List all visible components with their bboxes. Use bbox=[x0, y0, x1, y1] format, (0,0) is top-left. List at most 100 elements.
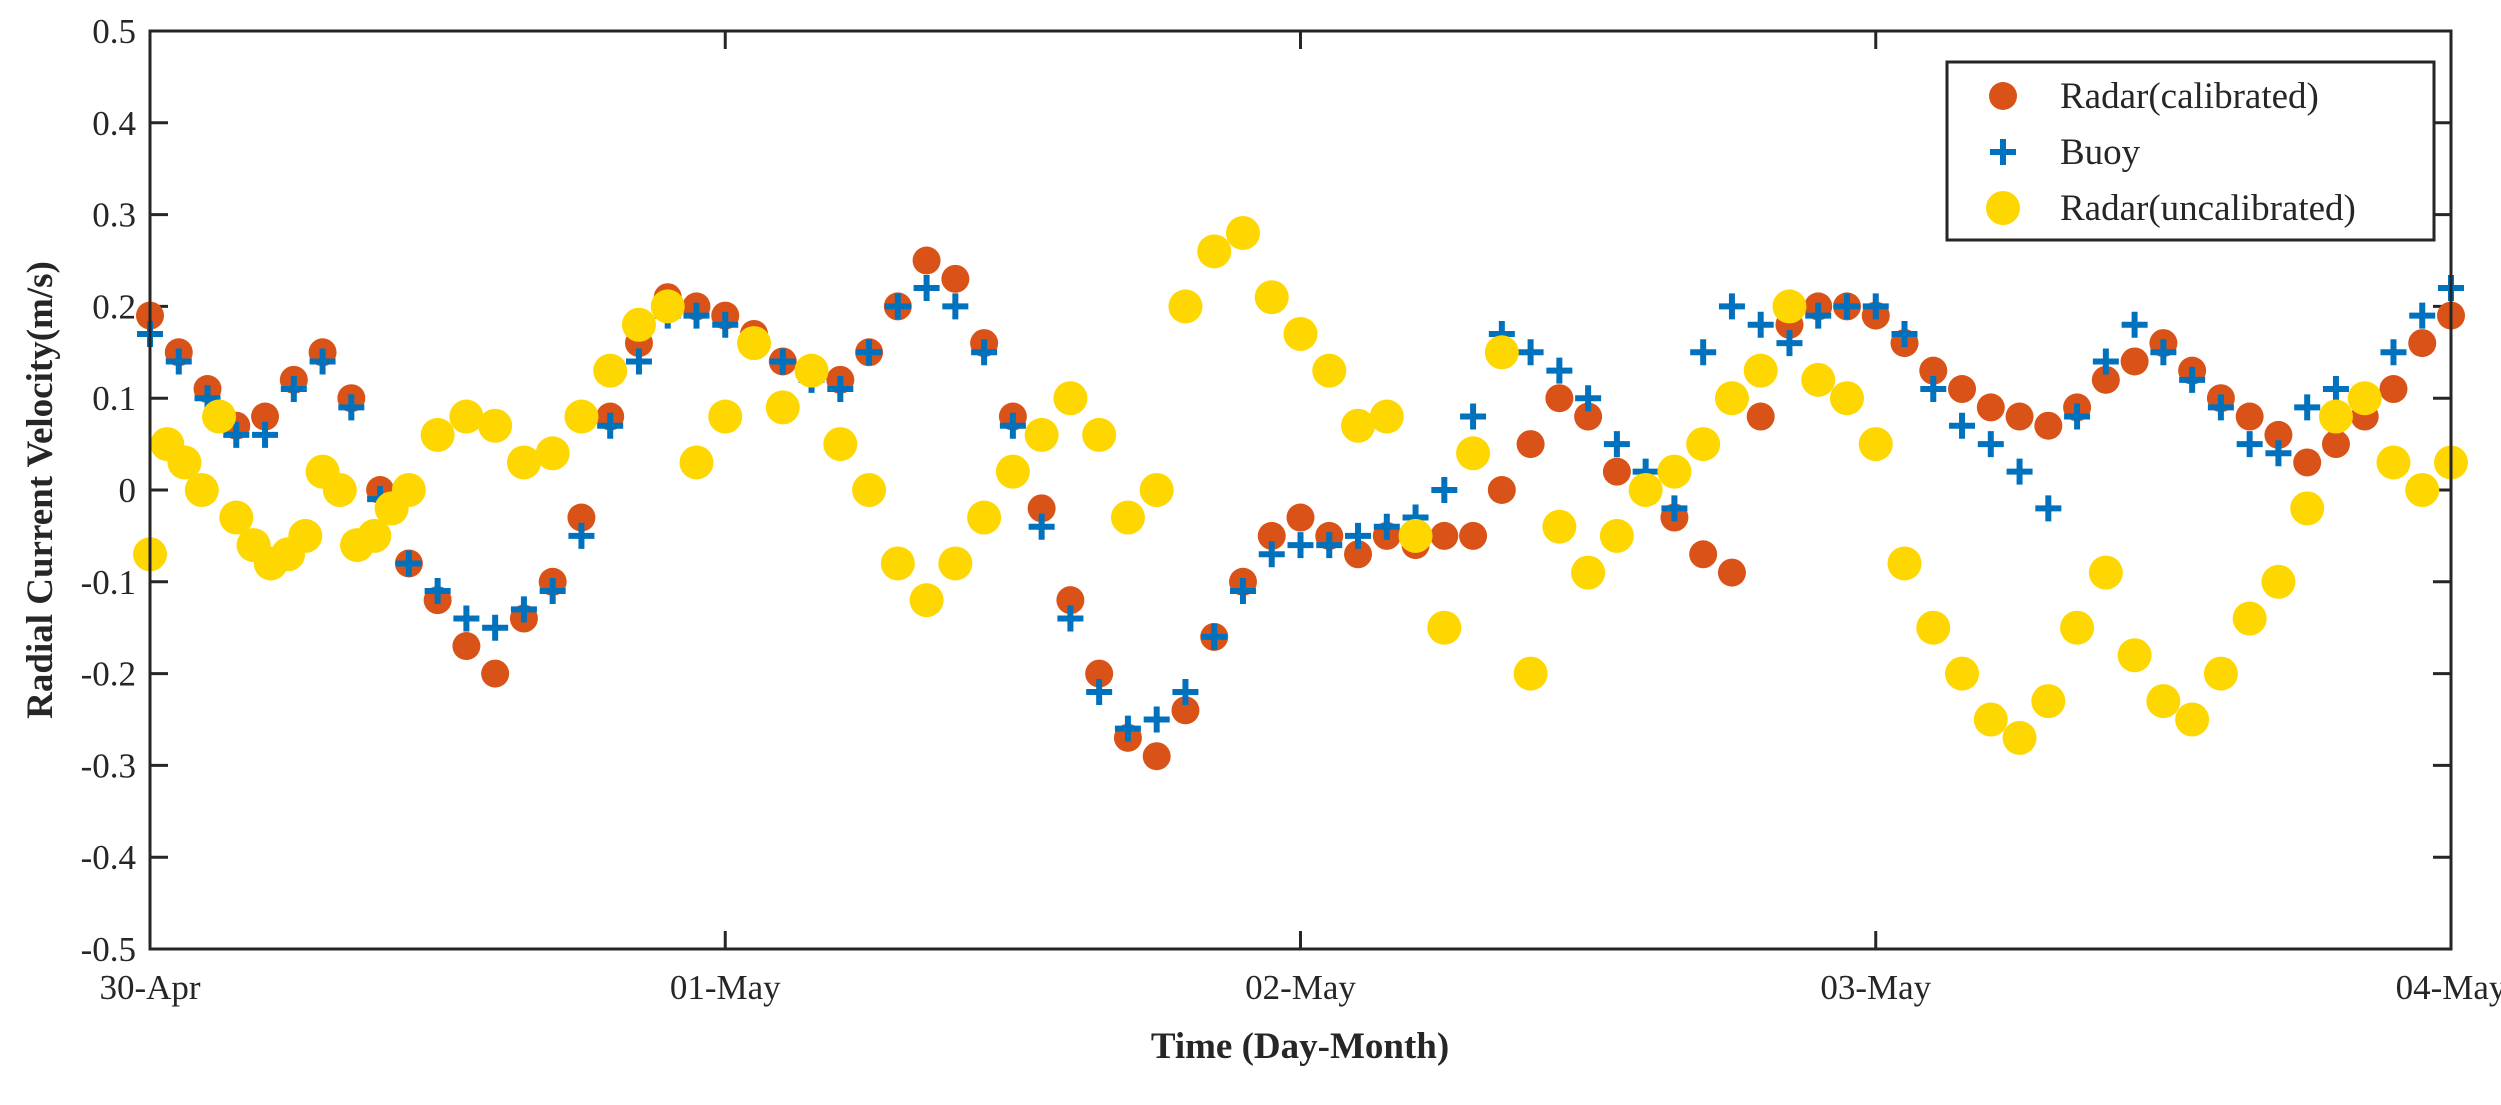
data-point bbox=[967, 500, 1002, 535]
data-point bbox=[2034, 411, 2063, 440]
legend-marker bbox=[1990, 139, 2016, 165]
data-point bbox=[2318, 399, 2353, 434]
x-axis-label: Time (Day-Month) bbox=[1151, 1026, 1449, 1067]
data-point bbox=[1689, 540, 1718, 569]
data-point bbox=[912, 246, 941, 275]
data-point bbox=[539, 577, 566, 604]
data-point bbox=[1085, 659, 1114, 688]
y-axis-label: Radial Current Velocity(m/s) bbox=[20, 261, 61, 719]
data-point bbox=[2002, 720, 2037, 755]
data-point bbox=[2293, 448, 2322, 477]
data-point bbox=[1747, 311, 1774, 338]
x-tick-label: 04-May bbox=[2396, 968, 2501, 1007]
data-point bbox=[338, 394, 365, 421]
data-point bbox=[938, 546, 973, 581]
data-point bbox=[165, 348, 192, 375]
data-point bbox=[567, 503, 596, 532]
y-tick-label: 0 bbox=[119, 471, 137, 510]
legend-marker bbox=[1986, 191, 2020, 225]
plot-frame bbox=[148, 29, 2453, 951]
data-point bbox=[1341, 408, 1376, 443]
data-point bbox=[1254, 280, 1289, 315]
data-point bbox=[510, 596, 537, 623]
data-point bbox=[1805, 302, 1832, 329]
data-point bbox=[420, 417, 455, 452]
data-point bbox=[884, 293, 911, 320]
data-point bbox=[1829, 381, 1864, 416]
data-point bbox=[280, 376, 307, 403]
y-tick-label: 0.2 bbox=[92, 287, 136, 326]
legend-box bbox=[1945, 60, 2436, 242]
x-tick-label: 03-May bbox=[1820, 968, 1931, 1007]
data-point bbox=[1513, 656, 1548, 691]
data-point bbox=[2121, 311, 2148, 338]
data-point bbox=[1373, 513, 1400, 540]
data-point bbox=[1398, 518, 1433, 553]
data-point bbox=[202, 399, 237, 434]
data-point bbox=[1459, 521, 1488, 550]
data-point bbox=[1628, 473, 1663, 507]
data-point bbox=[1603, 431, 1630, 458]
data-point bbox=[909, 583, 944, 618]
y-tick-label: -0.3 bbox=[81, 746, 136, 785]
data-point bbox=[1225, 215, 1260, 250]
data-point bbox=[478, 408, 513, 443]
data-point bbox=[621, 307, 656, 342]
data-point bbox=[679, 445, 714, 480]
y-tick-label: 0.4 bbox=[92, 104, 136, 143]
data-point bbox=[1772, 289, 1807, 324]
data-point bbox=[535, 436, 570, 471]
data-point bbox=[2092, 348, 2119, 375]
data-point bbox=[1862, 293, 1889, 320]
data-point bbox=[827, 376, 854, 403]
y-tick-label: -0.4 bbox=[81, 838, 136, 877]
data-point bbox=[1717, 558, 1746, 587]
data-point bbox=[1976, 393, 2005, 422]
data-point bbox=[2120, 347, 2149, 376]
y-tick-label: -0.5 bbox=[81, 930, 136, 969]
y-tick-label: 0.5 bbox=[92, 12, 136, 51]
y-tick-label: 0.3 bbox=[92, 196, 136, 235]
data-point bbox=[1657, 454, 1692, 489]
data-point bbox=[852, 473, 887, 507]
data-point bbox=[769, 348, 796, 375]
data-point bbox=[1891, 320, 1918, 347]
data-point bbox=[1690, 339, 1717, 366]
data-point bbox=[2376, 445, 2411, 480]
data-point bbox=[1546, 357, 1573, 384]
data-point bbox=[219, 500, 254, 535]
data-point bbox=[823, 427, 858, 462]
data-point bbox=[322, 473, 357, 507]
y-tick-label: -0.2 bbox=[81, 655, 136, 694]
data-point bbox=[1973, 702, 2008, 737]
data-point bbox=[1312, 353, 1347, 388]
data-point bbox=[765, 390, 800, 425]
data-point bbox=[1283, 316, 1318, 351]
data-point bbox=[708, 399, 743, 434]
data-point bbox=[1945, 656, 1980, 691]
data-point bbox=[564, 399, 599, 434]
data-point bbox=[2265, 440, 2292, 467]
data-point bbox=[288, 518, 323, 553]
data-point bbox=[1661, 495, 1688, 522]
data-point bbox=[2409, 302, 2436, 329]
data-point bbox=[506, 445, 541, 480]
data-point bbox=[913, 275, 940, 302]
data-point bbox=[2203, 656, 2238, 691]
data-point bbox=[1746, 402, 1775, 431]
data-point bbox=[1427, 610, 1462, 645]
data-point bbox=[2064, 403, 2091, 430]
data-point bbox=[1344, 540, 1373, 569]
data-point bbox=[2175, 702, 2210, 737]
data-point bbox=[1574, 402, 1603, 431]
data-point bbox=[737, 326, 772, 361]
data-point bbox=[357, 518, 392, 553]
data-point bbox=[1286, 503, 1315, 532]
data-point bbox=[1027, 494, 1056, 523]
data-point bbox=[1143, 706, 1170, 733]
series-layer bbox=[133, 215, 2468, 771]
legend-marker bbox=[1989, 82, 2017, 110]
data-point bbox=[1776, 330, 1803, 357]
